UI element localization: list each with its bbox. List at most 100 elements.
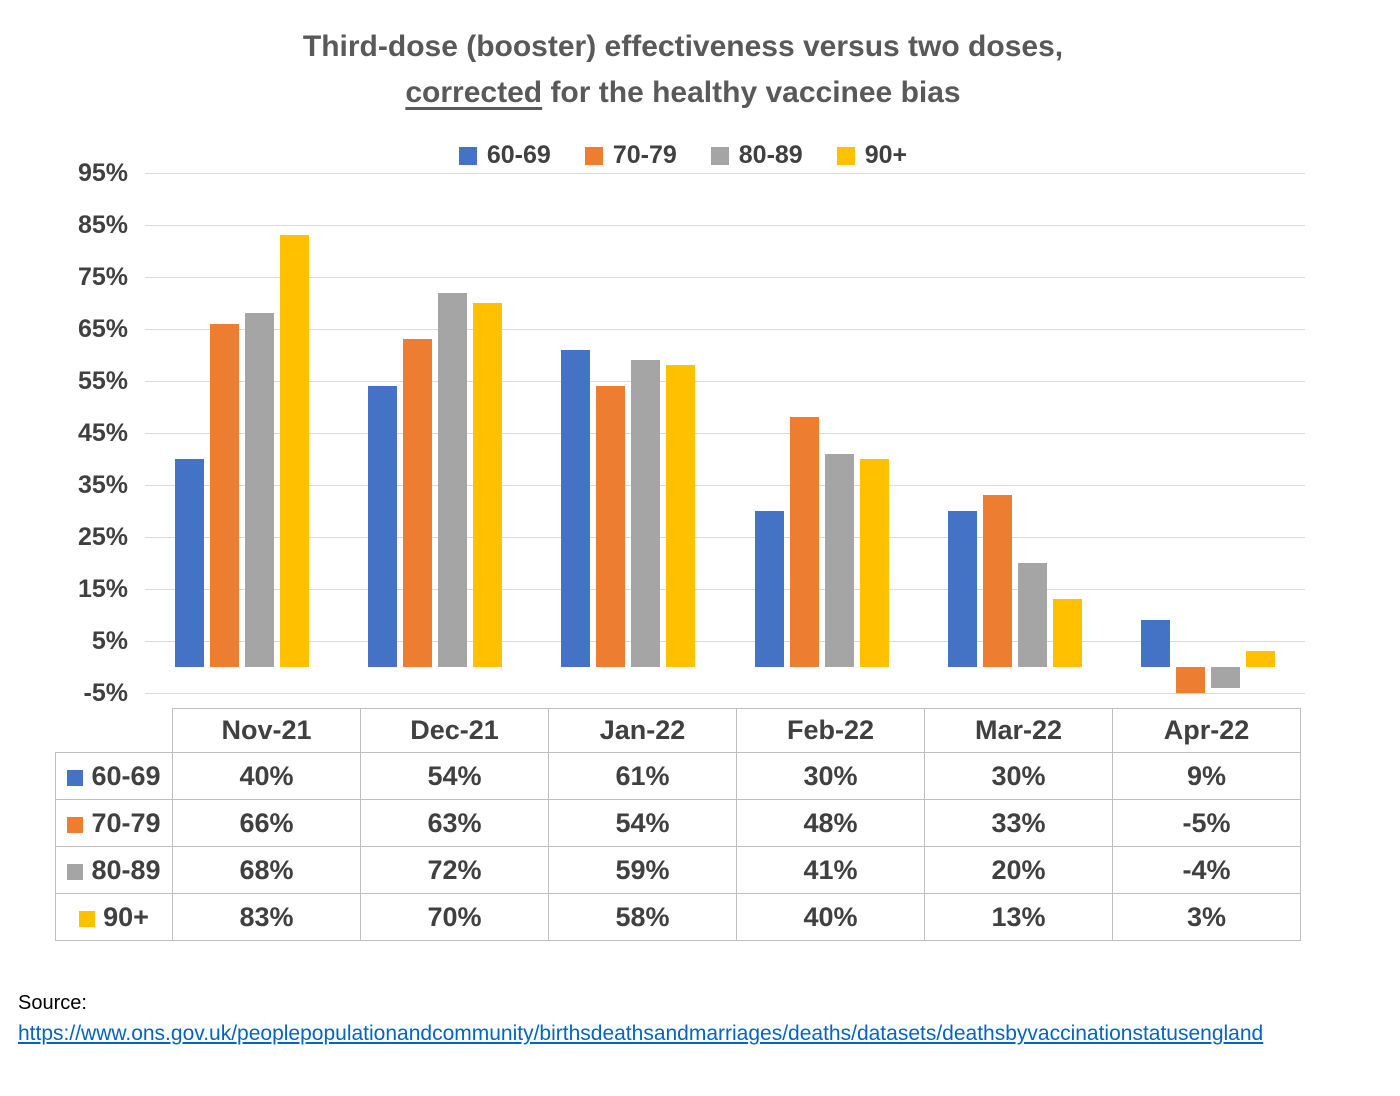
table-cell: 40% — [736, 893, 925, 941]
legend-label: 60-69 — [486, 141, 551, 169]
gridline — [145, 225, 1305, 226]
table-row-label: 90+ — [55, 893, 173, 941]
table-cell: 41% — [736, 846, 925, 894]
bar-70-79-Feb-22 — [789, 417, 819, 667]
table-cell: 33% — [924, 799, 1113, 847]
bar-90+-Apr-22 — [1246, 651, 1276, 667]
bar-60-69-Jan-22 — [561, 349, 591, 667]
bar-90+-Feb-22 — [859, 459, 889, 667]
bar-90+-Nov-21 — [279, 235, 309, 667]
bar-70-79-Mar-22 — [983, 495, 1012, 667]
y-axis-label: 45% — [77, 419, 128, 447]
legend-item-90+: 90+ — [836, 141, 908, 170]
legend-item-60-69: 60-69 — [458, 141, 551, 170]
table-row-label-text: 60-69 — [91, 760, 161, 791]
bar-80-89-Dec-21 — [438, 292, 467, 667]
table-cell: 66% — [172, 799, 361, 847]
table-header-cell: Jan-22 — [548, 708, 737, 753]
table-cell: 58% — [548, 893, 737, 941]
bar-70-79-Apr-22 — [1176, 667, 1206, 693]
bar-90+-Mar-22 — [1053, 599, 1082, 667]
source-link[interactable]: https://www.ons.gov.uk/peoplepopulationa… — [18, 1022, 1264, 1045]
bar-80-89-Jan-22 — [631, 360, 661, 667]
table-row-label-text: 90+ — [103, 901, 149, 932]
legend-item-80-89: 80-89 — [710, 141, 803, 170]
table-legend-swatch-icon — [67, 863, 84, 880]
y-axis-label: 75% — [77, 263, 128, 291]
legend-swatch-icon — [458, 146, 477, 165]
bar-70-79-Jan-22 — [596, 386, 626, 667]
bar-70-79-Dec-21 — [403, 339, 432, 667]
table-cell: 54% — [548, 799, 737, 847]
table-cell: 63% — [360, 799, 549, 847]
table-row: 80-89 68% 72% 59% 41% 20% -4% — [55, 846, 1301, 894]
gridline — [145, 329, 1305, 330]
table-row: 90+ 83% 70% 58% 40% 13% 3% — [55, 893, 1301, 941]
y-axis-label: 35% — [77, 471, 128, 499]
table-cell: 72% — [360, 846, 549, 894]
bar-60-69-Mar-22 — [948, 511, 977, 667]
plot-area — [145, 173, 1305, 694]
y-axis-label: -5% — [83, 679, 128, 707]
table-cell: -4% — [1112, 846, 1301, 894]
chart-legend: 60-69 70-79 80-89 90+ — [0, 141, 1366, 170]
table-cell: 48% — [736, 799, 925, 847]
bar-60-69-Apr-22 — [1141, 620, 1171, 667]
gridline — [145, 537, 1305, 538]
title-line-2: corrected for the healthy vaccinee bias — [0, 70, 1366, 116]
table-row: 60-69 40% 54% 61% 30% 30% 9% — [55, 752, 1301, 800]
bar-80-89-Nov-21 — [244, 313, 274, 667]
table-header-row: Nov-21 Dec-21 Jan-22 Feb-22 Mar-22 Apr-22 — [55, 708, 1301, 753]
y-axis-label: 65% — [77, 315, 128, 343]
table-row-label: 80-89 — [55, 846, 173, 894]
page-title: Third-dose (booster) effectiveness versu… — [0, 24, 1366, 116]
gridline — [145, 381, 1305, 382]
table-cell: 68% — [172, 846, 361, 894]
bar-90+-Jan-22 — [666, 365, 696, 667]
bar-70-79-Nov-21 — [209, 323, 239, 667]
table-legend-swatch-icon — [67, 769, 84, 786]
table-cell: 30% — [924, 752, 1113, 800]
bar-60-69-Feb-22 — [754, 511, 784, 667]
legend-swatch-icon — [584, 146, 603, 165]
bar-60-69-Nov-21 — [174, 459, 204, 667]
bar-80-89-Mar-22 — [1018, 563, 1047, 667]
table-cell: 54% — [360, 752, 549, 800]
legend-swatch-icon — [710, 146, 729, 165]
table-cell: 13% — [924, 893, 1113, 941]
gridline — [145, 589, 1305, 590]
table-cell: 9% — [1112, 752, 1301, 800]
title-line-2-rest: for the healthy vaccinee bias — [542, 76, 961, 109]
table-cell: 83% — [172, 893, 361, 941]
table-row-label-text: 80-89 — [91, 854, 161, 885]
source-block: Source: https://www.ons.gov.uk/peoplepop… — [18, 992, 1263, 1046]
legend-label: 70-79 — [612, 141, 677, 169]
source-label: Source: — [18, 992, 87, 1014]
legend-label: 90+ — [864, 141, 908, 169]
table-cell: 20% — [924, 846, 1113, 894]
gridline — [145, 433, 1305, 434]
y-axis-label: 15% — [77, 575, 128, 603]
table-row-label: 60-69 — [55, 752, 173, 800]
title-line-1: Third-dose (booster) effectiveness versu… — [302, 30, 1064, 63]
gridline — [145, 485, 1305, 486]
table-header-cell: Dec-21 — [360, 708, 549, 753]
table-cell: 3% — [1112, 893, 1301, 941]
data-table: Nov-21 Dec-21 Jan-22 Feb-22 Mar-22 Apr-22 60-6… — [55, 708, 1301, 941]
table-corner-cell — [55, 708, 173, 753]
table-row-label: 70-79 — [55, 799, 173, 847]
table-cell: -5% — [1112, 799, 1301, 847]
title-underlined-word: corrected — [405, 76, 543, 109]
table-header-cell: Mar-22 — [924, 708, 1113, 753]
table-cell: 61% — [548, 752, 737, 800]
table-cell: 30% — [736, 752, 925, 800]
table-header-cell: Feb-22 — [736, 708, 925, 753]
table-legend-swatch-icon — [79, 910, 96, 927]
gridline — [145, 693, 1305, 694]
legend-label: 80-89 — [738, 141, 803, 169]
table-row-label-text: 70-79 — [91, 807, 161, 838]
bar-90+-Dec-21 — [473, 303, 502, 667]
table-cell: 40% — [172, 752, 361, 800]
table-cell: 59% — [548, 846, 737, 894]
